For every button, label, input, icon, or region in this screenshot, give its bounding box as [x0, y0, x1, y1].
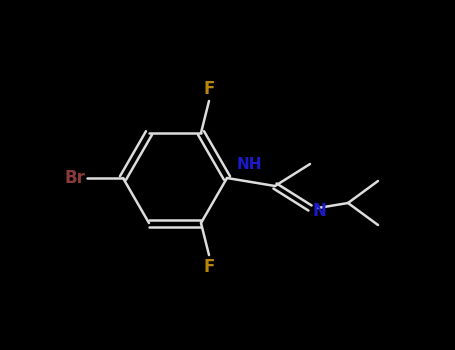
Text: N: N	[313, 202, 327, 220]
Text: F: F	[203, 258, 215, 276]
Text: F: F	[203, 80, 215, 98]
Text: NH: NH	[236, 157, 262, 172]
Text: Br: Br	[64, 169, 85, 187]
